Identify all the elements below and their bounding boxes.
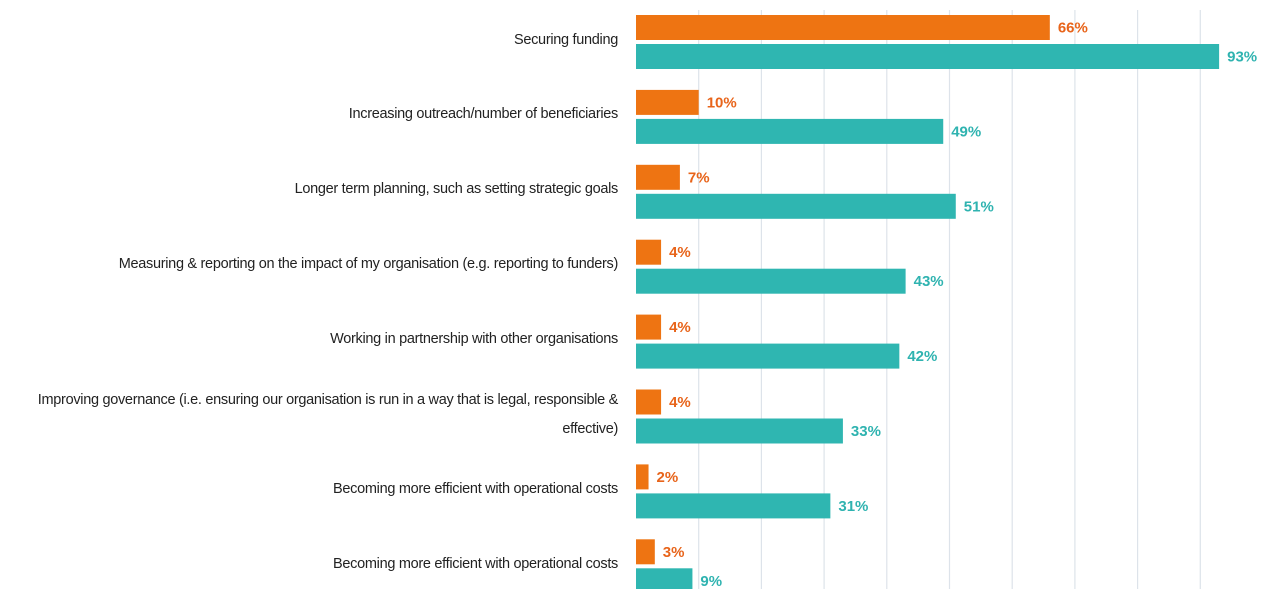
bar: [636, 343, 900, 369]
bar: [636, 268, 906, 294]
bar: [636, 44, 1220, 69]
value-label: 93%: [1227, 48, 1257, 65]
value-label: 4%: [669, 244, 691, 261]
bar: [636, 118, 944, 144]
value-label: 3%: [663, 544, 685, 561]
bar: [636, 314, 662, 340]
bar: [636, 15, 1050, 40]
category-label: Improving governance (i.e. ensuring our …: [37, 391, 619, 437]
value-label: 66%: [1058, 19, 1088, 36]
bar: [636, 239, 662, 265]
value-label: 31%: [838, 498, 868, 515]
value-label: 2%: [657, 469, 679, 486]
value-label: 51%: [964, 198, 994, 215]
bar: [636, 568, 693, 589]
category-label: Increasing outreach/number of beneficiar…: [348, 106, 619, 123]
bar: [636, 464, 649, 490]
value-label: 43%: [914, 273, 944, 290]
bar: [636, 418, 843, 444]
bar: [636, 389, 662, 415]
category-label: Longer term planning, such as setting st…: [294, 181, 619, 198]
category-label: Becoming more efficient with operational…: [333, 480, 618, 497]
bar: [636, 89, 699, 115]
bar: [636, 164, 680, 190]
category-label: Becoming more efficient with operational…: [333, 555, 618, 572]
bar: [636, 493, 831, 519]
category-label: Measuring & reporting on the impact of m…: [118, 256, 619, 273]
value-label: 7%: [688, 169, 710, 186]
value-label: 9%: [700, 573, 722, 589]
bar: [636, 193, 956, 219]
value-label: 42%: [907, 348, 937, 365]
value-label: 4%: [669, 394, 691, 411]
value-label: 49%: [951, 123, 981, 140]
bar: [636, 539, 655, 565]
category-label: Securing funding: [513, 31, 618, 48]
value-label: 4%: [669, 319, 691, 336]
value-label: 33%: [851, 423, 881, 440]
value-label: 10%: [707, 94, 737, 111]
category-label: Working in partnership with other organi…: [330, 331, 618, 348]
